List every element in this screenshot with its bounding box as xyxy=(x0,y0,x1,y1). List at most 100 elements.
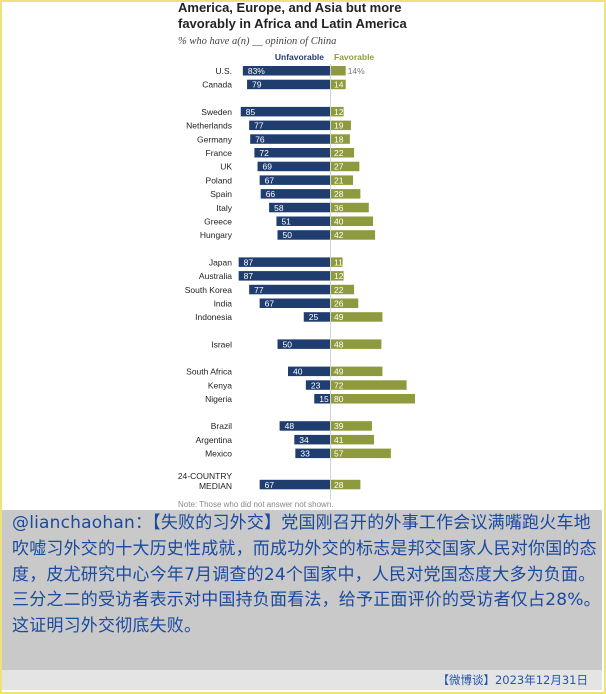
chart-title: America, Europe, and Asia but more favor… xyxy=(178,0,407,32)
country-label: South Africa xyxy=(186,367,232,377)
country-label: Spain xyxy=(210,189,232,199)
unfavorable-value-label: 50 xyxy=(283,230,293,240)
unfavorable-bar xyxy=(238,257,330,267)
country-label: U.S. xyxy=(215,66,232,76)
favorable-value-label: 49 xyxy=(334,312,344,322)
favorable-bar xyxy=(331,175,354,185)
favorable-value-label: 12 xyxy=(334,107,344,117)
unfavorable-bar xyxy=(314,394,330,404)
favorable-bar xyxy=(331,230,376,240)
country-label: UK xyxy=(220,162,232,172)
country-label: Brazil xyxy=(211,421,232,431)
unfavorable-bar xyxy=(242,66,330,76)
unfavorable-value-label: 58 xyxy=(274,203,284,213)
footer-source-date: 【微博谈】2023年12月31日 xyxy=(437,673,588,687)
chart-subtitle: % who have a(n) __ opinion of China xyxy=(178,36,337,47)
country-label: South Korea xyxy=(185,285,233,295)
unfavorable-value-label: 23 xyxy=(311,380,321,390)
favorable-bar xyxy=(331,448,391,459)
favorable-value-label: 40 xyxy=(334,217,344,227)
favorable-bar xyxy=(331,394,415,404)
weibo-caption: @lianchaohan：【失败的习外交】党国刚召开的外事工作会议满嘴跑火车地吹… xyxy=(12,513,601,637)
unfavorable-bar xyxy=(259,298,330,308)
unfavorable-bar xyxy=(305,380,330,390)
unfavorable-value-label: 72 xyxy=(259,148,269,158)
country-label: 24-COUNTRY xyxy=(178,471,232,481)
unfavorable-bar xyxy=(279,421,330,431)
unfavorable-bar xyxy=(249,284,330,295)
country-label: Kenya xyxy=(208,380,232,390)
unfavorable-value-label: 87 xyxy=(244,271,254,281)
favorable-bar xyxy=(331,189,361,199)
unfavorable-bar xyxy=(295,448,330,459)
unfavorable-value-label: 48 xyxy=(285,421,295,431)
unfavorable-bar xyxy=(259,175,330,185)
unfavorable-value-label: 33 xyxy=(300,449,310,459)
chart-title-line-1: America, Europe, and Asia but more xyxy=(178,0,402,15)
favorable-value-label: 57 xyxy=(334,449,344,459)
favorable-bar xyxy=(331,202,369,213)
favorable-value-label: 27 xyxy=(334,162,344,172)
legend-unfavorable: Unfavorable xyxy=(275,52,324,62)
unfavorable-value-label: 25 xyxy=(309,312,319,322)
favorable-bar xyxy=(331,257,343,267)
favorable-value-label: 22 xyxy=(334,148,344,158)
country-label: Argentina xyxy=(196,435,233,445)
favorable-value-label: 48 xyxy=(334,339,344,349)
chart-note: Note: Those who did not answer not shown… xyxy=(178,500,334,509)
country-label: India xyxy=(214,299,233,309)
unfavorable-bar xyxy=(276,216,330,226)
chart-title-line-2: favorably in Africa and Latin America xyxy=(178,16,407,31)
unfavorable-bar xyxy=(303,312,330,322)
unfavorable-bar xyxy=(277,339,330,349)
unfavorable-bar xyxy=(250,134,330,144)
country-label: Mexico xyxy=(205,449,232,459)
unfavorable-value-label: 67 xyxy=(265,175,275,185)
country-label: Germany xyxy=(197,134,233,144)
favorable-bar xyxy=(331,366,383,377)
unfavorable-value-label: 85 xyxy=(246,107,256,117)
country-label: Japan xyxy=(209,257,232,267)
country-label: Israel xyxy=(211,339,232,349)
favorable-value-label: 72 xyxy=(334,380,344,390)
favorable-bar xyxy=(331,421,372,431)
unfavorable-value-label: 50 xyxy=(283,339,293,349)
unfavorable-bar xyxy=(257,161,330,172)
favorable-bar xyxy=(331,380,407,390)
unfavorable-bar xyxy=(240,106,330,117)
unfavorable-value-label: 40 xyxy=(293,367,303,377)
legend-favorable: Favorable xyxy=(334,52,374,62)
unfavorable-value-label: 15 xyxy=(319,394,329,404)
favorable-value-label: 19 xyxy=(334,121,344,131)
country-label: Australia xyxy=(199,271,232,281)
caption-background xyxy=(2,510,602,670)
favorable-bar xyxy=(331,339,382,349)
unfavorable-value-label: 69 xyxy=(263,162,273,172)
favorable-bar xyxy=(331,66,346,76)
favorable-value-label: 11 xyxy=(334,257,343,267)
favorable-value-label: 21 xyxy=(334,175,344,185)
favorable-value-label: 12 xyxy=(334,271,344,281)
unfavorable-bar xyxy=(254,148,330,158)
unfavorable-bar xyxy=(249,120,330,131)
favorable-bar xyxy=(331,216,373,226)
favorable-value-label: 28 xyxy=(334,189,344,199)
unfavorable-value-label: 76 xyxy=(255,134,265,144)
unfavorable-bar xyxy=(260,189,330,199)
unfavorable-bar xyxy=(277,230,330,240)
favorable-value-label: 39 xyxy=(334,421,344,431)
favorable-bar xyxy=(331,79,346,90)
favorable-bar xyxy=(331,271,344,281)
unfavorable-value-label: 87 xyxy=(244,257,254,267)
favorable-bar xyxy=(331,298,359,308)
favorable-value-label: 49 xyxy=(334,367,344,377)
country-label: Netherlands xyxy=(186,121,232,131)
footer-bar xyxy=(2,670,602,690)
country-label: Greece xyxy=(204,217,232,227)
favorable-bar xyxy=(331,479,361,490)
unfavorable-value-label: 67 xyxy=(265,480,275,490)
favorable-value-label: 36 xyxy=(334,203,344,213)
unfavorable-value-label: 77 xyxy=(254,285,264,295)
favorable-value-label: 41 xyxy=(334,435,344,445)
country-label: France xyxy=(206,148,233,158)
